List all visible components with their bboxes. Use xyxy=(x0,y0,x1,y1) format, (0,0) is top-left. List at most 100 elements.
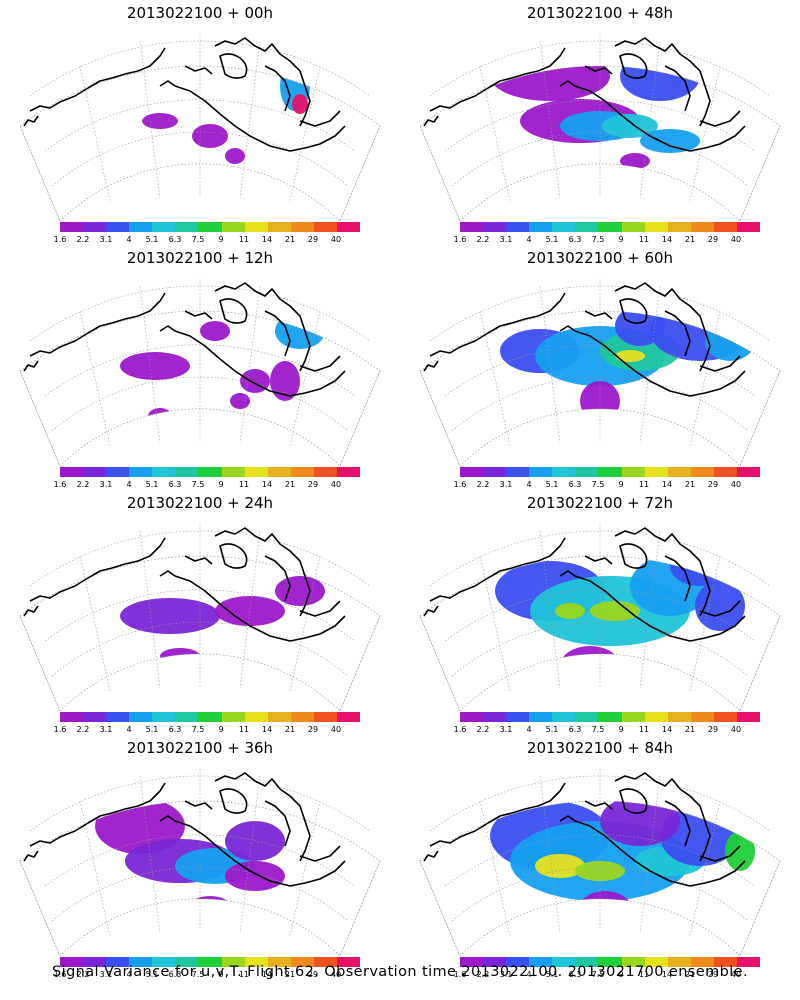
colorbar-swatch xyxy=(60,467,84,477)
colorbar-label: 1.6 xyxy=(53,970,67,979)
colorbar-label: 3.1 xyxy=(99,970,113,979)
figure-caption: Signal Variance for u,v,T. Flight 62. Ob… xyxy=(52,964,748,980)
variance-contour xyxy=(555,603,585,619)
map-panel-p48: 2013022100 + 48h 1.6 2.2 3.1 4 5.1 6.3 7.5 9 11 14… xyxy=(400,0,800,245)
colorbar-swatch xyxy=(267,957,291,967)
colorbar-label: 11 xyxy=(238,725,250,734)
map-panel-p12: 2013022100 + 12h 1.6 2.2 3.1 4 5.1 6.3 7.5 9 11 14… xyxy=(0,245,400,490)
colorbar-swatch xyxy=(267,712,291,722)
colorbar-label: 21 xyxy=(284,725,296,734)
variance-contour xyxy=(725,831,755,871)
colorbar-label: 29 xyxy=(707,235,719,244)
colorbar-swatch xyxy=(267,222,291,232)
variance-contour xyxy=(192,124,228,148)
colorbar-swatch xyxy=(713,222,737,232)
colorbar-label: 3.1 xyxy=(499,970,513,979)
variance-contour xyxy=(705,321,755,361)
variance-contour xyxy=(230,393,250,409)
panel-title: 2013022100 + 72h xyxy=(526,494,674,512)
colorbar-label: 4 xyxy=(526,235,532,244)
variance-contour xyxy=(292,94,308,114)
colorbar xyxy=(60,957,361,967)
colorbar-label: 1.6 xyxy=(53,725,67,734)
variance-contour xyxy=(590,601,640,621)
colorbar-swatch xyxy=(667,957,691,967)
colorbar-label: 2.2 xyxy=(476,725,490,734)
colorbar-swatch xyxy=(598,957,622,967)
colorbar-swatch xyxy=(106,222,130,232)
variance-contour xyxy=(560,646,620,686)
colorbar-label: 5.1 xyxy=(545,970,559,979)
variance-contour xyxy=(120,352,190,380)
colorbar-label: 11 xyxy=(638,480,650,489)
polar-map xyxy=(419,768,781,956)
colorbar-swatch xyxy=(106,957,130,967)
colorbar-swatch xyxy=(506,467,530,477)
colorbar-label: 5.1 xyxy=(545,480,559,489)
colorbar-label: 7.5 xyxy=(191,970,205,979)
colorbar-swatch xyxy=(736,222,761,232)
colorbar-swatch xyxy=(529,712,553,722)
colorbar-label: 21 xyxy=(284,235,296,244)
colorbar-label: 2.2 xyxy=(476,235,490,244)
variance-contour xyxy=(570,421,600,451)
colorbar-swatch xyxy=(129,957,153,967)
colorbar-label: 4 xyxy=(526,480,532,489)
colorbar-swatch xyxy=(736,467,761,477)
colorbar-swatch xyxy=(336,222,361,232)
variance-contour xyxy=(640,129,700,153)
colorbar-label: 29 xyxy=(707,725,719,734)
colorbar-label: 2.2 xyxy=(476,970,490,979)
colorbar xyxy=(460,712,761,722)
colorbar-swatch xyxy=(83,957,107,967)
colorbar-label: 2.2 xyxy=(476,480,490,489)
colorbar-label: 1.6 xyxy=(53,480,67,489)
colorbar-swatch xyxy=(552,957,576,967)
colorbar xyxy=(460,222,761,232)
colorbar-label: 3.1 xyxy=(99,235,113,244)
variance-contour xyxy=(275,576,325,606)
colorbar-label: 3.1 xyxy=(99,480,113,489)
colorbar-swatch xyxy=(506,957,530,967)
colorbar-label: 7.5 xyxy=(591,970,605,979)
colorbar-label: 21 xyxy=(284,480,296,489)
colorbar-swatch xyxy=(221,222,245,232)
colorbar-swatch xyxy=(621,467,645,477)
colorbar-label: 6.3 xyxy=(168,480,182,489)
colorbar-swatch xyxy=(106,712,130,722)
colorbar-label: 21 xyxy=(684,725,696,734)
colorbar-swatch xyxy=(621,222,645,232)
colorbar-label: 5.1 xyxy=(545,235,559,244)
variance-contour xyxy=(225,821,285,861)
colorbar-labels: 1.6 2.2 3.1 4 5.1 6.3 7.5 9 11 14 21 29 40 xyxy=(454,235,760,245)
colorbar-label: 3.1 xyxy=(499,725,513,734)
colorbar-labels: 1.6 2.2 3.1 4 5.1 6.3 7.5 9 11 14 21 29 40 xyxy=(54,970,360,980)
colorbar xyxy=(60,467,361,477)
variance-contour xyxy=(580,381,620,421)
colorbar-swatch xyxy=(483,712,507,722)
variance-contour xyxy=(155,670,175,682)
colorbar-label: 5.1 xyxy=(145,970,159,979)
colorbar-swatch xyxy=(552,467,576,477)
colorbar-label: 29 xyxy=(307,235,319,244)
colorbar-swatch xyxy=(290,712,314,722)
colorbar-label: 5.1 xyxy=(145,725,159,734)
variance-contour xyxy=(160,648,200,664)
panel-title: 2013022100 + 00h xyxy=(126,4,274,22)
colorbar-swatch xyxy=(290,957,314,967)
polar-map xyxy=(19,523,381,711)
colorbar-swatch xyxy=(83,712,107,722)
colorbar-swatch xyxy=(621,712,645,722)
colorbar-swatch xyxy=(667,467,691,477)
colorbar-label: 9 xyxy=(218,725,224,734)
colorbar-swatch xyxy=(529,467,553,477)
colorbar-swatch xyxy=(152,957,176,967)
signal-variance-field xyxy=(490,801,755,956)
colorbar-label: 7.5 xyxy=(191,725,205,734)
panel-title: 2013022100 + 24h xyxy=(126,494,274,512)
colorbar-label: 14 xyxy=(261,235,273,244)
colorbar-swatch xyxy=(60,957,84,967)
colorbar-swatch xyxy=(198,712,222,722)
polar-map xyxy=(19,768,381,956)
colorbar-swatch xyxy=(336,467,361,477)
